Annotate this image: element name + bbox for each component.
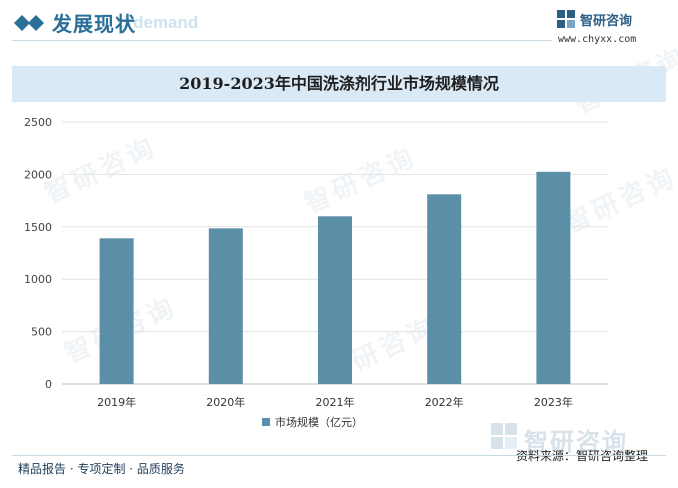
x-tick-label: 2023年	[534, 395, 573, 409]
y-tick-label: 1000	[24, 273, 52, 286]
x-axis-ticks: 2019年 2020年 2021年 2022年 2023年	[97, 395, 573, 409]
y-tick-label: 2000	[24, 168, 52, 181]
legend: 市场规模（亿元）	[262, 415, 363, 429]
y-tick-label: 1500	[24, 221, 52, 234]
section-title: 发展现状	[52, 12, 136, 36]
bar-chart: 0 500 1000 1500 2000 2500 2019年 2020年 2021年 2022…	[24, 116, 608, 429]
chart-title: 2019-2023年中国洗涤剂行业市场规模情况	[179, 74, 499, 93]
bar	[99, 238, 134, 384]
bar	[318, 216, 352, 384]
x-tick-label: 2021年	[316, 395, 355, 409]
legend-label: 市场规模（亿元）	[275, 415, 363, 429]
y-axis-ticks: 0 500 1000 1500 2000 2500	[24, 116, 52, 391]
x-tick-label: 2020年	[206, 395, 245, 409]
header-divider	[12, 40, 552, 41]
footer-services: 精品报告 · 专项定制 · 品质服务	[18, 462, 185, 476]
brand-logo-icon	[557, 10, 575, 28]
x-tick-label: 2019年	[97, 395, 136, 409]
brand-logo-icon	[491, 423, 517, 449]
header-ghost-text: d demand	[118, 13, 199, 32]
bar	[536, 171, 571, 384]
x-tick-label: 2022年	[425, 395, 464, 409]
header: d demand 发展现状 智研咨询 www.chyxx.com	[0, 0, 678, 48]
brand-logo-text: 智研咨询	[580, 14, 633, 29]
brand-url: www.chyxx.com	[558, 34, 637, 45]
footer-brand-logo-text: 智研咨询	[524, 428, 628, 456]
y-tick-label: 0	[45, 378, 52, 391]
bar	[427, 194, 462, 384]
chart-title-bar: 2019-2023年中国洗涤剂行业市场规模情况	[12, 66, 666, 102]
data-source: 资料来源：智研咨询整理	[516, 449, 649, 463]
y-tick-label: 500	[31, 326, 52, 339]
y-tick-label: 2500	[24, 116, 52, 129]
legend-swatch	[262, 418, 270, 426]
bar	[208, 228, 243, 384]
diamond-icon	[14, 15, 44, 31]
footer-divider	[12, 455, 666, 456]
bars	[99, 171, 571, 384]
